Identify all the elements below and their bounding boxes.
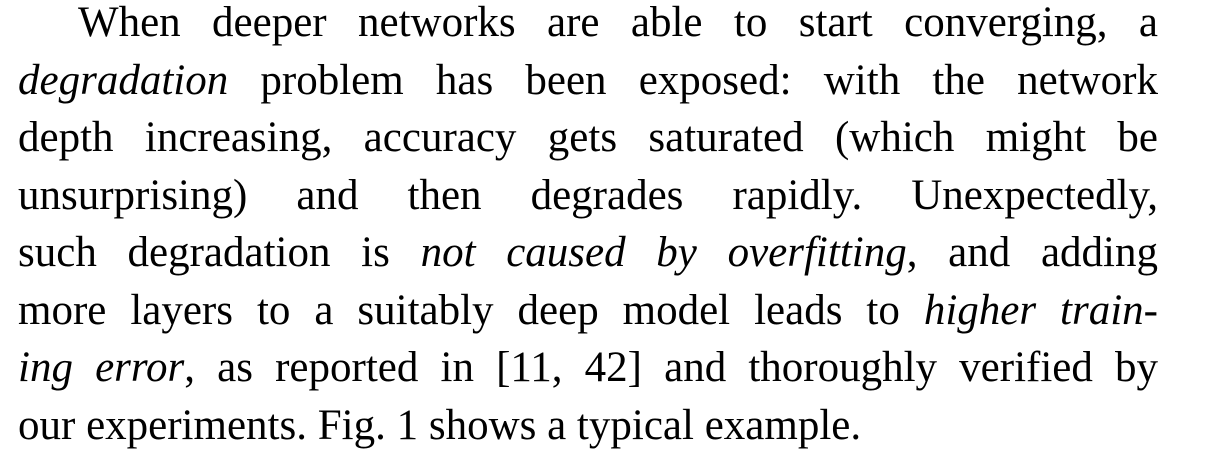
paragraph-line-5: such degradation is not caused by overfi…: [18, 230, 1158, 288]
text-segment: , as reported in [11, 42] and thoroughly…: [184, 344, 1159, 391]
text-segment: unsurprising) and then degrades rapidly.…: [18, 171, 1158, 219]
paragraph-line-8: our experiments. Fig. 1 shows a typical …: [18, 403, 1158, 461]
text-segment: depth increasing, accuracy gets saturate…: [18, 114, 1158, 161]
paragraph-line-1: When deeper networks are able to start c…: [18, 0, 1158, 58]
paragraph-line-6: more layers to a suitably deep model lea…: [18, 288, 1158, 346]
text-segment: problem has been exposed: with the netwo…: [228, 56, 1158, 104]
text-segment: such degradation is: [18, 229, 421, 276]
text-segment: more layers to a suitably deep model lea…: [18, 286, 924, 334]
emphasis-ing-error: ing error: [18, 344, 185, 391]
paragraph-line-2: degradation problem has been exposed: wi…: [18, 58, 1158, 116]
text-segment: When deeper networks are able to start c…: [78, 0, 1158, 46]
paragraph-line-7: ing error, as reported in [11, 42] and t…: [18, 345, 1158, 403]
emphasis-higher-training: higher train-: [923, 286, 1158, 334]
emphasis-not-caused-by-overfitting: not caused by overfitting: [420, 229, 907, 276]
emphasis-degradation: degradation: [18, 56, 229, 104]
text-segment: , and adding: [906, 229, 1158, 276]
paragraph-line-4: unsurprising) and then degrades rapidly.…: [18, 173, 1158, 231]
text-segment: our experiments. Fig. 1 shows a typical …: [18, 401, 862, 449]
paragraph-line-3: depth increasing, accuracy gets saturate…: [18, 115, 1158, 173]
body-paragraph: When deeper networks are able to start c…: [18, 0, 1158, 460]
